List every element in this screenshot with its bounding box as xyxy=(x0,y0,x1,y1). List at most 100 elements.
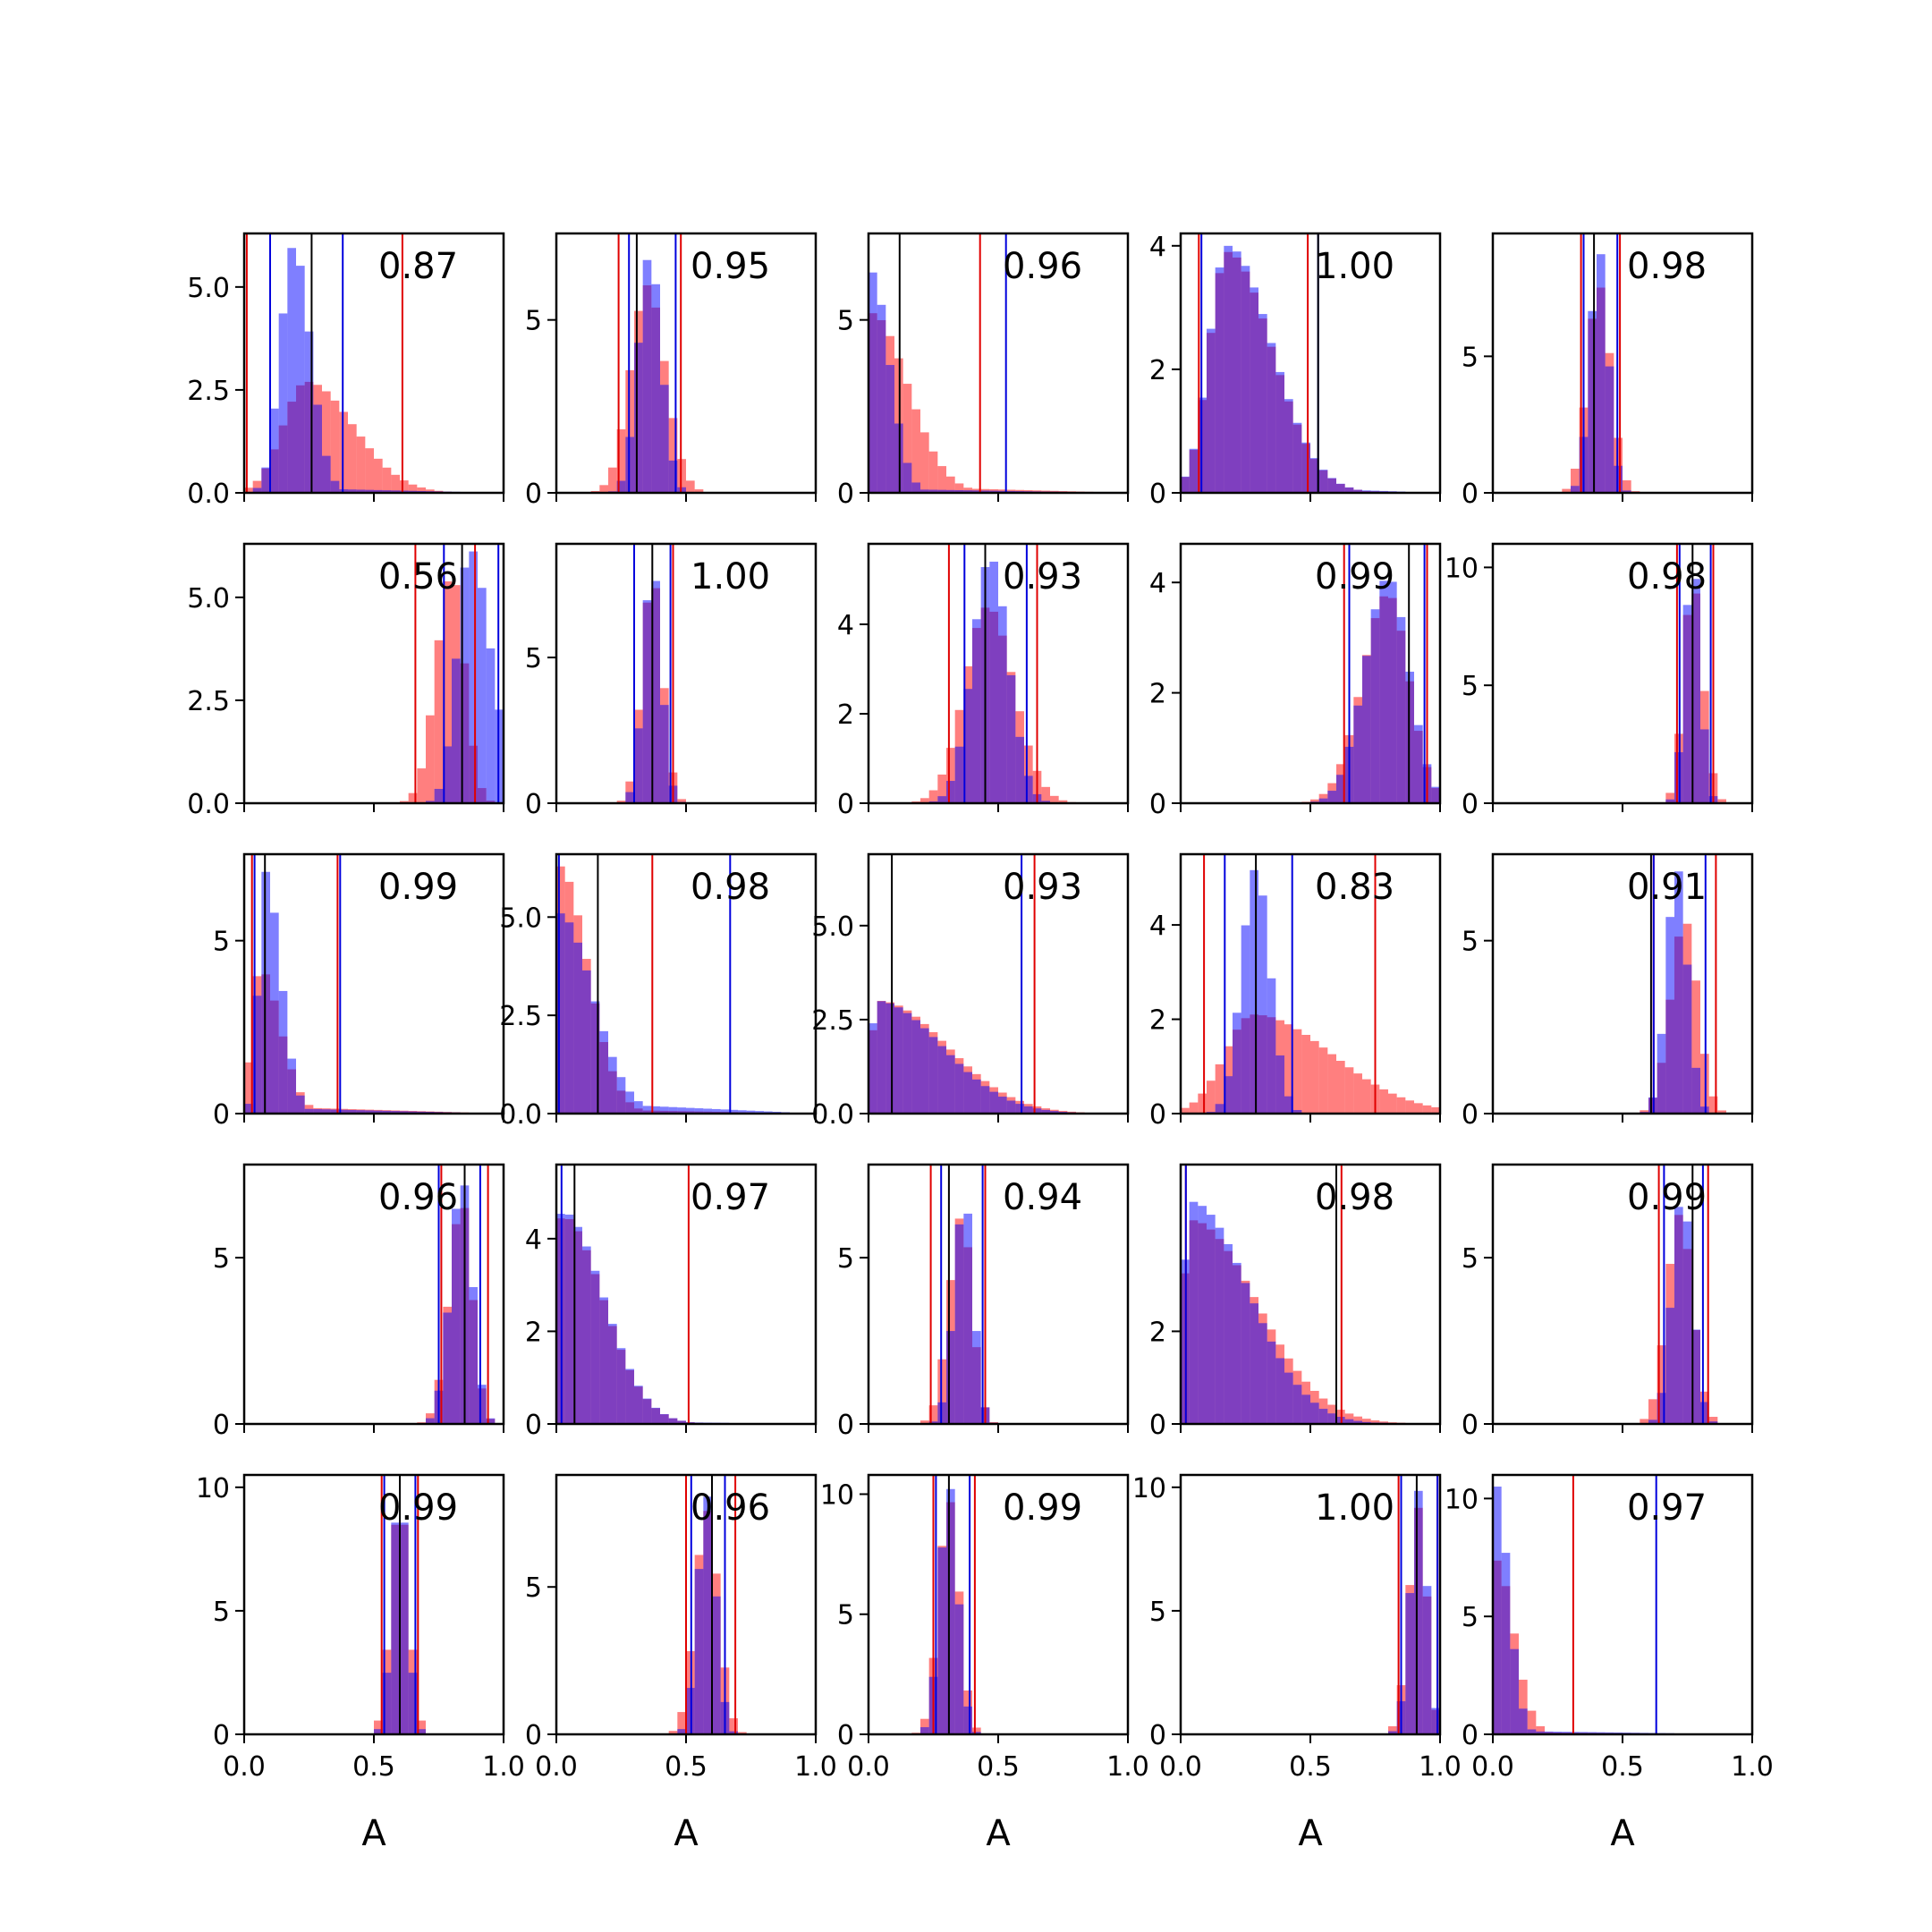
y-tick-label: 0 xyxy=(525,479,542,510)
blue-bar xyxy=(564,1214,574,1424)
y-tick-label: 4 xyxy=(1149,911,1166,942)
red-bar xyxy=(1362,1419,1371,1424)
blue-bar xyxy=(270,912,279,1114)
blue-bar xyxy=(452,1208,461,1424)
x-tick-label: 0.5 xyxy=(352,1751,395,1783)
blue-bar xyxy=(1422,1586,1432,1734)
red-bar xyxy=(963,487,972,493)
histogram-panel-0-3: 0 2 4 1.00 xyxy=(1149,232,1442,510)
blue-bar xyxy=(1396,616,1406,803)
blue-bar xyxy=(660,385,669,493)
blue-bar xyxy=(1571,486,1580,493)
blue-bar xyxy=(954,1604,964,1734)
blue-bar xyxy=(244,1104,253,1114)
blue-bar xyxy=(869,272,877,493)
bars-group xyxy=(374,1475,426,1734)
red-bar xyxy=(1189,1102,1199,1114)
red-bar xyxy=(1024,745,1033,803)
bars-group xyxy=(556,1165,730,1424)
red-bar xyxy=(937,466,946,493)
bars-group xyxy=(1562,233,1640,493)
blue-bar xyxy=(1275,1055,1284,1114)
blue-bar xyxy=(746,1110,756,1114)
blue-bar xyxy=(1015,1104,1024,1114)
blue-bar xyxy=(886,365,894,493)
y-tick-label: 5 xyxy=(1462,342,1479,373)
blue-bar xyxy=(1041,1109,1050,1114)
blue-bar xyxy=(1545,1731,1554,1734)
red-bar xyxy=(1388,1093,1397,1114)
blue-bar xyxy=(877,1001,886,1114)
blue-bar xyxy=(1284,399,1293,493)
y-tick-label: 0 xyxy=(525,1720,542,1751)
blue-bar xyxy=(877,304,886,493)
blue-bar xyxy=(400,1522,409,1734)
blue-bar xyxy=(937,1547,946,1734)
blue-bar xyxy=(608,1056,617,1114)
red-bar xyxy=(928,1405,938,1424)
blue-bar xyxy=(963,1072,972,1114)
red-bar xyxy=(1648,1399,1657,1424)
histogram-panel-1-0: 0.0 2.5 5.0 0.56 xyxy=(187,542,505,820)
red-bar xyxy=(608,467,617,493)
red-bar xyxy=(677,799,686,803)
blue-bar xyxy=(1292,1110,1302,1114)
blue-bar xyxy=(642,1106,652,1114)
histogram-panel-3-1: 0 2 4 0.97 xyxy=(525,1163,818,1441)
red-bar xyxy=(434,640,444,803)
blue-bar xyxy=(989,561,998,803)
blue-bar xyxy=(694,1108,704,1114)
red-bar xyxy=(1657,1345,1666,1424)
blue-bar xyxy=(1648,1419,1657,1424)
blue-bar xyxy=(1414,1490,1423,1734)
blue-bar xyxy=(972,1732,981,1734)
red-bar xyxy=(616,428,626,493)
blue-bar xyxy=(1241,266,1250,493)
blue-bar xyxy=(1579,1732,1589,1734)
blue-bar xyxy=(703,1496,712,1734)
blue-bar xyxy=(1362,490,1371,493)
y-tick-label: 4 xyxy=(1149,232,1166,263)
bars-group xyxy=(1181,233,1406,493)
blue-bar xyxy=(296,266,305,493)
red-bar xyxy=(1717,1110,1726,1114)
y-tick-label: 0 xyxy=(1462,1410,1479,1441)
y-tick-label: 2.5 xyxy=(811,1005,854,1037)
blue-bar xyxy=(1431,786,1440,803)
blue-bar xyxy=(252,487,262,493)
correlation-annotation: 0.99 xyxy=(378,1487,458,1529)
blue-bar xyxy=(954,1063,964,1114)
red-bar xyxy=(330,400,340,493)
blue-bar xyxy=(1344,487,1354,493)
blue-bar xyxy=(963,689,972,803)
blue-bar xyxy=(469,1287,478,1424)
blue-bar xyxy=(1353,489,1362,493)
red-bar xyxy=(694,489,704,493)
red-bar xyxy=(1318,1047,1328,1114)
blue-bar xyxy=(1050,1111,1059,1114)
blue-bar xyxy=(1292,422,1302,493)
blue-bar xyxy=(937,489,946,493)
blue-bar xyxy=(382,1110,392,1114)
blue-bar xyxy=(1501,1553,1511,1734)
blue-bar xyxy=(1198,1206,1207,1424)
red-bar xyxy=(1215,1063,1224,1114)
y-tick-label: 5 xyxy=(525,1572,542,1604)
red-bar xyxy=(426,489,435,493)
blue-bar xyxy=(998,1097,1007,1114)
blue-bar xyxy=(348,489,357,493)
blue-bar xyxy=(1224,245,1233,493)
correlation-annotation: 0.96 xyxy=(1003,246,1082,287)
red-bar xyxy=(677,1712,686,1734)
blue-bar xyxy=(642,1398,652,1424)
correlation-annotation: 0.83 xyxy=(1315,867,1394,908)
blue-bar xyxy=(660,1106,669,1114)
blue-bar xyxy=(1267,1341,1276,1424)
y-tick-label: 5 xyxy=(837,1243,854,1275)
blue-bar xyxy=(1623,490,1631,493)
histogram-panel-3-3: 020.98 xyxy=(1149,1163,1442,1441)
x-tick-label: 0.5 xyxy=(1289,1751,1332,1783)
blue-bar xyxy=(946,1331,955,1424)
y-tick-label: 5 xyxy=(525,306,542,337)
y-tick-label: 0 xyxy=(525,789,542,820)
